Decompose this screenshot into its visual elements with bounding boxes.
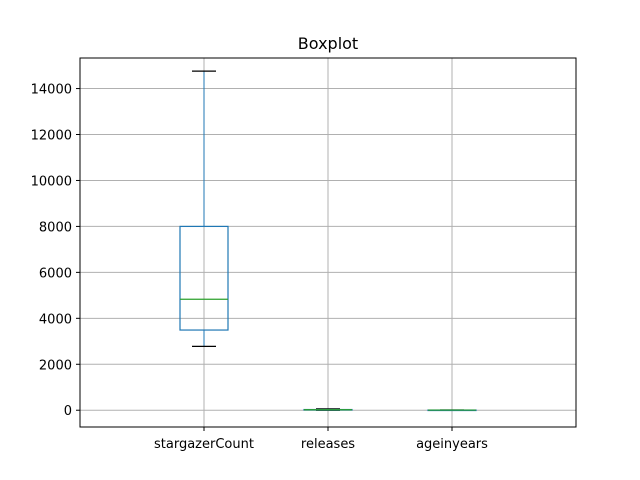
box-stargazerCount bbox=[179, 70, 229, 347]
box-ageinyears bbox=[427, 409, 477, 412]
y-tick-label: 14000 bbox=[31, 83, 72, 98]
y-tick-label: 8000 bbox=[39, 220, 72, 235]
axis-ticks: 0 2000 4000 6000 8000 10000 12000 14000 stargaze… bbox=[31, 83, 489, 452]
box-releases bbox=[303, 408, 353, 411]
iqr-box bbox=[179, 225, 229, 331]
y-tick-label: 10000 bbox=[31, 174, 72, 189]
grid-lines bbox=[80, 58, 576, 427]
y-tick-label: 4000 bbox=[39, 312, 72, 327]
x-tick-label: ageinyears bbox=[416, 437, 488, 452]
boxes bbox=[179, 70, 477, 412]
chart-title: Boxplot bbox=[298, 34, 358, 53]
x-tick-label: releases bbox=[301, 437, 355, 452]
x-tick-label: stargazerCount bbox=[154, 437, 254, 452]
y-tick-label: 2000 bbox=[39, 358, 72, 373]
y-tick-label: 0 bbox=[64, 404, 72, 419]
y-tick-label: 12000 bbox=[31, 129, 72, 144]
y-tick-label: 6000 bbox=[39, 266, 72, 281]
